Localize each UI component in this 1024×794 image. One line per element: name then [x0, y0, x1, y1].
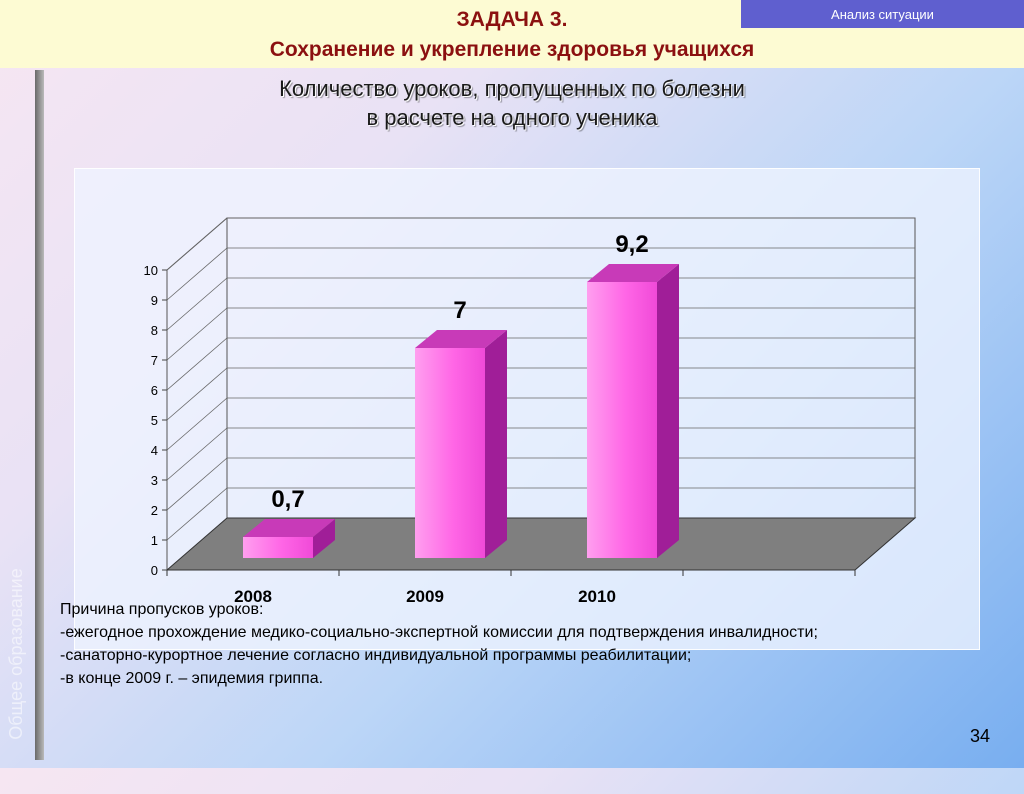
gridline-side	[166, 427, 228, 481]
left-accent-bar	[35, 70, 44, 760]
y-tick-label: 4	[151, 443, 158, 458]
gridline-side	[166, 277, 228, 331]
task-title: ЗАДАЧА 3.	[456, 8, 568, 31]
notes-item: -ежегодное прохождение медико-социально-…	[60, 624, 818, 641]
task-subtitle: Сохранение и укрепление здоровья учащихс…	[269, 38, 755, 61]
notes-heading: Причина пропусков уроков:	[60, 601, 264, 618]
y-tick-label: 9	[151, 293, 158, 308]
gridline-side	[166, 367, 228, 421]
notes-item: -в конце 2009 г. – эпидемия гриппа.	[60, 670, 324, 687]
bar-side	[485, 330, 507, 558]
data-label: 9,2	[615, 231, 648, 258]
bar-side	[313, 519, 335, 558]
notes-item: -санаторно-курортное лечение согласно ин…	[60, 647, 692, 664]
y-tick-label: 10	[144, 263, 158, 278]
y-tick-label: 5	[151, 413, 158, 428]
bar-chart: 0 1 2 3 4 5 6 7 8 9 10 0,7 2008 7 2009 9,2 2010	[144, 217, 917, 606]
bar-top	[415, 330, 507, 348]
gridline-side	[166, 397, 228, 451]
section-tag: Анализ ситуации	[741, 0, 1024, 28]
y-tick-label: 6	[151, 383, 158, 398]
bar-2008	[243, 537, 313, 558]
data-label: 7	[453, 297, 466, 324]
gridline-side	[166, 337, 228, 391]
notes-block: Причина пропусков уроков: -ежегодное про…	[60, 598, 940, 690]
gridline-side	[166, 457, 228, 511]
bar-top	[243, 519, 335, 537]
chart-title-line2: в расчете на одного ученика	[366, 105, 658, 130]
bar-side	[657, 264, 679, 558]
bar-2010	[587, 282, 657, 558]
gridline-side	[166, 247, 228, 301]
x-tick-label: 2009	[406, 587, 444, 606]
chart-title-line1: Количество уроков, пропущенных по болезн…	[279, 76, 745, 101]
gridline-side	[166, 487, 228, 541]
y-tick-label: 2	[151, 503, 158, 518]
page-number: 34	[970, 726, 991, 746]
x-tick-label: 2010	[578, 587, 616, 606]
gridline-side	[166, 307, 228, 361]
y-tick-label: 0	[151, 563, 158, 578]
y-tick-label: 7	[151, 353, 158, 368]
y-tick-label: 8	[151, 323, 158, 338]
data-label: 0,7	[271, 486, 304, 513]
bar-2009	[415, 348, 485, 558]
gridline-side	[166, 217, 228, 271]
bar-top	[587, 264, 679, 282]
x-tick-label: 2008	[234, 587, 272, 606]
y-tick-label: 1	[151, 533, 158, 548]
y-tick-label: 3	[151, 473, 158, 488]
